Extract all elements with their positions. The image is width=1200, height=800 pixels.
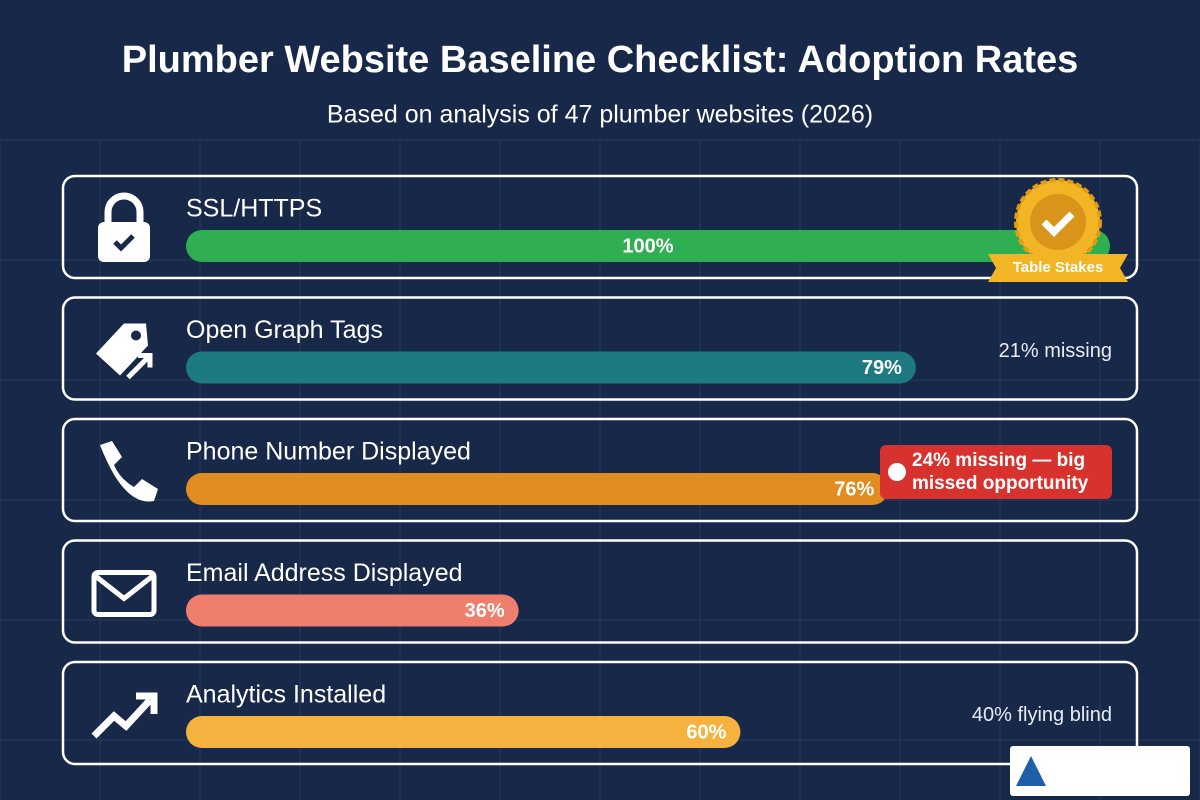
note: 40% flying blind: [971, 704, 1112, 726]
bar: [186, 473, 889, 505]
row-card: [61, 539, 1139, 644]
brand-box: [1010, 746, 1190, 796]
chart-title: Plumber Website Baseline Checklist: Adop…: [122, 39, 1079, 81]
category-label: Email Address Displayed: [186, 559, 463, 587]
row-card: [61, 417, 1139, 523]
row-card: [61, 660, 1139, 766]
bar: [186, 230, 1110, 262]
category-label: Analytics Installed: [186, 681, 386, 709]
value-label: 100%: [622, 235, 673, 257]
category-label: Open Graph Tags: [186, 316, 383, 344]
note-box: 21% missing: [880, 318, 1112, 384]
row-card: [61, 296, 1139, 401]
note-box: 40% flying blind: [880, 682, 1112, 748]
category-label: SSL/HTTPS: [186, 195, 322, 223]
note-wrap: 24% missing — big missed opportunity: [880, 439, 1112, 505]
bar: [186, 594, 519, 627]
row-card: [61, 174, 1139, 280]
note: 21% missing: [998, 339, 1112, 362]
badge-check: [1041, 211, 1075, 237]
bar: [186, 716, 741, 748]
value-label: 76%: [834, 478, 874, 500]
row-icon: [91, 692, 158, 739]
note-wrap: 40% flying blind: [880, 682, 1112, 748]
value-label: 36%: [465, 600, 505, 622]
brand-url: ClaremontSoftware.com: [1049, 772, 1187, 786]
badge-ribbon: [988, 254, 1128, 282]
row-icon: [96, 323, 153, 380]
bar: [186, 351, 916, 384]
value-label: 60%: [686, 721, 726, 743]
row-icon: [98, 192, 150, 262]
category-label: Phone Number Displayed: [186, 438, 471, 466]
brand-name: Claremont Software: [1049, 753, 1181, 769]
brand-logo: [1016, 756, 1046, 786]
badge-label: Table Stakes: [1013, 259, 1104, 276]
row-icon: [91, 570, 157, 617]
note-wrap: 21% missing: [880, 318, 1112, 384]
value-label: 79%: [862, 357, 902, 379]
chart-subtitle: Based on analysis of 47 plumber websites…: [327, 101, 873, 129]
note-box: 24% missing — big missed opportunity: [880, 439, 1112, 505]
badge-inner: [1030, 194, 1086, 250]
alert-note: 24% missing — big missed opportunity: [880, 445, 1112, 499]
row-icon: [100, 441, 158, 502]
